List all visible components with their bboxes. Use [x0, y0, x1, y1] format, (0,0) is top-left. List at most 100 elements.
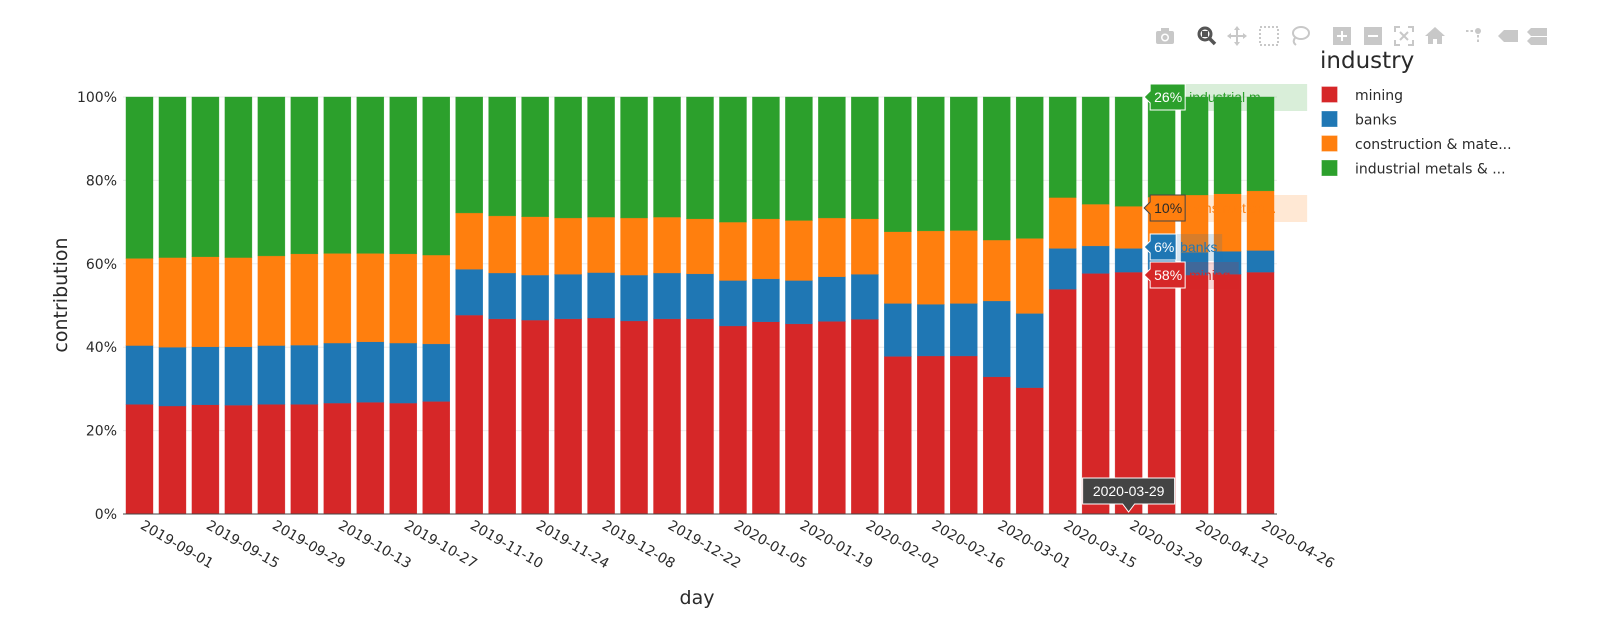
bar-industrial-metals-mining[interactable] — [1180, 96, 1209, 196]
zoom-icon[interactable] — [1195, 24, 1219, 48]
bar-mining[interactable] — [950, 355, 978, 515]
lasso-select-icon[interactable] — [1288, 24, 1312, 48]
bar-stack-2020-03-29[interactable] — [1114, 96, 1143, 515]
bar-stack-2019-12-15[interactable] — [620, 96, 648, 515]
bar-banks[interactable] — [554, 273, 582, 320]
bar-construction-materials[interactable] — [422, 254, 450, 345]
bar-banks[interactable] — [191, 346, 220, 405]
bar-stack-2020-03-15[interactable] — [1048, 96, 1077, 515]
bar-construction-materials[interactable] — [257, 255, 286, 346]
bar-stack-2020-03-01[interactable] — [982, 96, 1011, 515]
bar-stack-2019-10-13[interactable] — [323, 96, 352, 515]
bar-industrial-metals-mining[interactable] — [356, 96, 385, 254]
bar-stack-2019-12-08[interactable] — [587, 96, 615, 515]
bar-mining[interactable] — [818, 321, 846, 515]
bar-construction-materials[interactable] — [752, 218, 780, 280]
bar-industrial-metals-mining[interactable] — [686, 96, 714, 220]
bar-mining[interactable] — [422, 401, 450, 515]
bar-stack-2020-02-23[interactable] — [950, 96, 978, 515]
bar-stack-2019-09-01[interactable] — [125, 96, 154, 515]
bar-stack-2020-03-08[interactable] — [1015, 96, 1044, 515]
bar-stack-2019-09-22[interactable] — [224, 96, 253, 515]
bar-mining[interactable] — [323, 402, 352, 515]
bar-construction-materials[interactable] — [323, 253, 352, 344]
bar-banks[interactable] — [785, 280, 813, 325]
bar-mining[interactable] — [158, 405, 187, 515]
bar-industrial-metals-mining[interactable] — [1213, 96, 1242, 194]
bar-construction-materials[interactable] — [719, 221, 747, 281]
bar-banks[interactable] — [521, 274, 549, 321]
bar-industrial-metals-mining[interactable] — [455, 96, 483, 214]
bar-banks[interactable] — [125, 345, 154, 405]
bar-stack-2020-03-22[interactable] — [1081, 96, 1110, 515]
bar-construction-materials[interactable] — [224, 257, 253, 348]
bar-banks[interactable] — [455, 268, 483, 316]
home-icon[interactable] — [1423, 24, 1447, 48]
bar-construction-materials[interactable] — [554, 217, 582, 275]
legend-item-banks[interactable]: banks — [1321, 111, 1397, 129]
hover-compare-icon[interactable] — [1525, 24, 1549, 48]
bar-mining[interactable] — [1246, 271, 1275, 515]
bar-construction-materials[interactable] — [356, 253, 385, 343]
bar-stack-2020-01-26[interactable] — [818, 96, 846, 515]
bar-banks[interactable] — [1246, 250, 1275, 273]
bar-construction-materials[interactable] — [686, 218, 714, 275]
bar-construction-materials[interactable] — [521, 216, 549, 276]
legend-item-construction[interactable]: construction & mate... — [1321, 135, 1512, 153]
bar-banks[interactable] — [620, 274, 648, 322]
bar-banks[interactable] — [356, 341, 385, 403]
bar-stack-2020-02-16[interactable] — [917, 96, 945, 515]
bar-mining[interactable] — [1180, 274, 1209, 515]
spike-lines-icon[interactable] — [1461, 24, 1485, 48]
bar-mining[interactable] — [884, 356, 912, 515]
bar-construction-materials[interactable] — [884, 231, 912, 304]
bar-banks[interactable] — [851, 273, 879, 320]
bar-banks[interactable] — [950, 303, 978, 357]
bar-construction-materials[interactable] — [587, 216, 615, 273]
bar-banks[interactable] — [224, 346, 253, 406]
bar-mining[interactable] — [851, 319, 879, 515]
bar-industrial-metals-mining[interactable] — [587, 96, 615, 218]
bar-industrial-metals-mining[interactable] — [125, 96, 154, 259]
bar-banks[interactable] — [587, 272, 615, 319]
bar-banks[interactable] — [818, 276, 846, 322]
bar-construction-materials[interactable] — [1081, 203, 1110, 247]
bar-stack-2020-01-19[interactable] — [785, 96, 813, 515]
bar-banks[interactable] — [1114, 248, 1143, 273]
bar-stack-2019-10-20[interactable] — [356, 96, 385, 515]
pan-icon[interactable] — [1225, 24, 1249, 48]
bar-mining[interactable] — [554, 318, 582, 515]
bar-mining[interactable] — [224, 404, 253, 515]
bar-construction-materials[interactable] — [620, 217, 648, 276]
bar-industrial-metals-mining[interactable] — [785, 96, 813, 221]
bar-industrial-metals-mining[interactable] — [422, 96, 450, 256]
bar-industrial-metals-mining[interactable] — [1048, 96, 1077, 198]
bar-banks[interactable] — [257, 345, 286, 405]
bar-mining[interactable] — [1213, 273, 1242, 515]
bar-construction-materials[interactable] — [455, 212, 483, 270]
bar-industrial-metals-mining[interactable] — [521, 96, 549, 217]
bar-mining[interactable] — [752, 321, 780, 515]
bar-industrial-metals-mining[interactable] — [323, 96, 352, 254]
bar-banks[interactable] — [752, 278, 780, 323]
bar-mining[interactable] — [290, 404, 319, 515]
bar-stack-2019-12-29[interactable] — [686, 96, 714, 515]
bar-mining[interactable] — [257, 404, 286, 515]
bar-industrial-metals-mining[interactable] — [818, 96, 846, 219]
bar-stack-2019-12-22[interactable] — [653, 96, 681, 515]
bar-banks[interactable] — [1015, 313, 1044, 388]
bar-construction-materials[interactable] — [785, 220, 813, 281]
bar-mining[interactable] — [521, 319, 549, 515]
bar-industrial-metals-mining[interactable] — [1246, 96, 1275, 192]
bar-banks[interactable] — [917, 303, 945, 357]
bar-construction-materials[interactable] — [982, 239, 1011, 302]
bar-mining[interactable] — [686, 318, 714, 515]
bar-industrial-metals-mining[interactable] — [389, 96, 418, 255]
bar-construction-materials[interactable] — [191, 256, 220, 348]
bar-stack-2020-04-26[interactable] — [1246, 96, 1275, 515]
bar-construction-materials[interactable] — [917, 230, 945, 305]
bar-industrial-metals-mining[interactable] — [884, 96, 912, 232]
bar-stack-2019-10-06[interactable] — [290, 96, 319, 515]
bar-stack-2020-04-12[interactable] — [1180, 96, 1209, 515]
bar-mining[interactable] — [587, 317, 615, 515]
